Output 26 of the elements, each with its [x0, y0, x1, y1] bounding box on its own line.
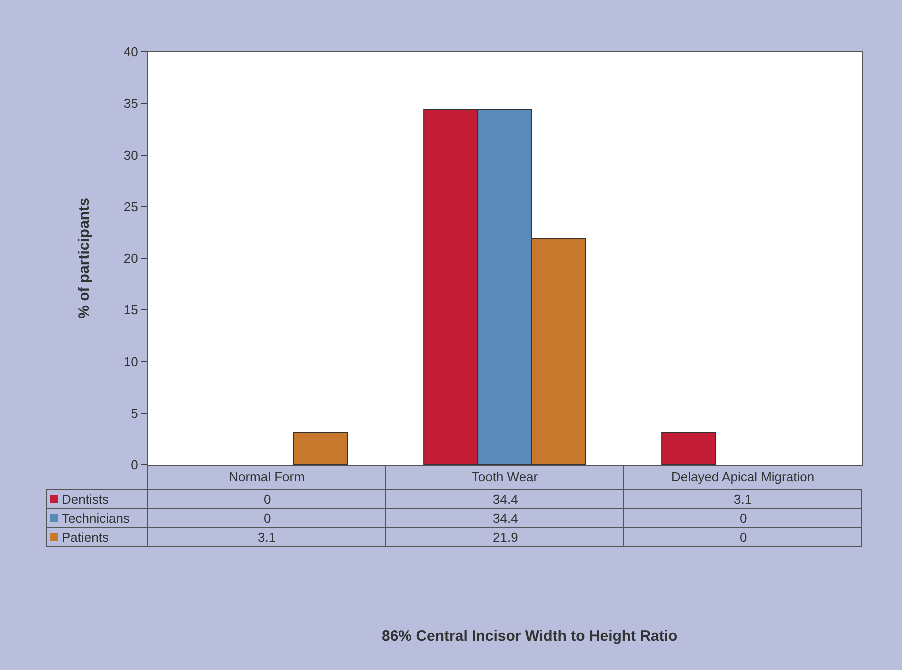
- data-label: 3.1: [734, 492, 752, 507]
- y-tick-label: 40: [124, 44, 138, 60]
- data-label: 0: [740, 530, 748, 545]
- data-label: 0: [264, 492, 272, 507]
- data-label: 34.4: [493, 492, 518, 507]
- data-label: 21.9: [493, 530, 518, 545]
- legend-label: Technicians: [62, 511, 130, 526]
- x-tick-label: Tooth Wear: [472, 470, 539, 485]
- y-tick-label: 35: [124, 96, 138, 112]
- x-tick-label: Normal Form: [229, 470, 305, 485]
- y-axis-title: % of participants: [76, 198, 94, 319]
- text: 86% Central Incisor Width to Height Ratio: [382, 628, 678, 645]
- y-tick-label: 10: [124, 354, 138, 370]
- data-label: 34.4: [493, 511, 518, 526]
- y-tick-label: 20: [124, 251, 138, 266]
- y-tick-label: 5: [131, 406, 138, 421]
- data-label: 0: [740, 511, 748, 526]
- x-tick-label: Delayed Apical Migration: [671, 470, 815, 485]
- y-tick-label: 25: [124, 199, 138, 214]
- data-label: 3.1: [258, 530, 276, 545]
- legend-label: Dentists: [62, 492, 110, 507]
- y-tick-label: 15: [124, 302, 138, 318]
- y-tick-label: 30: [124, 148, 138, 163]
- y-tick-label: 0: [131, 458, 138, 473]
- data-label: 0: [264, 511, 272, 526]
- legend-label: Patients: [62, 530, 110, 545]
